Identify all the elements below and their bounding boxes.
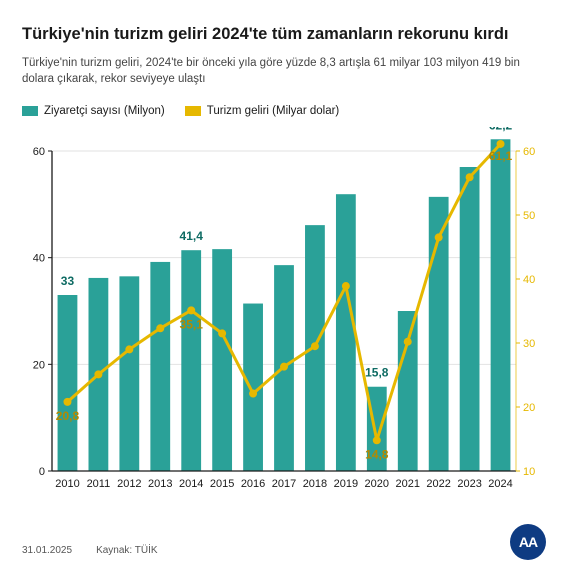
legend-label-visitors: Ziyaretçi sayısı (Milyon) — [44, 105, 165, 117]
svg-text:40: 40 — [33, 252, 45, 264]
bar — [181, 250, 201, 471]
svg-text:2011: 2011 — [87, 478, 111, 490]
bar — [398, 311, 418, 471]
revenue-marker — [218, 329, 226, 337]
svg-text:2016: 2016 — [241, 478, 265, 490]
annotation: 20,8 — [56, 409, 80, 423]
svg-text:2013: 2013 — [148, 478, 172, 490]
svg-text:2012: 2012 — [117, 478, 141, 490]
revenue-marker — [63, 398, 71, 406]
revenue-marker — [342, 282, 350, 290]
revenue-marker — [435, 233, 443, 241]
revenue-marker — [404, 338, 412, 346]
svg-text:2020: 2020 — [365, 478, 389, 490]
footer-source: Kaynak: TÜİK — [96, 545, 158, 556]
legend-item-revenue: Turizm geliri (Milyar dolar) — [185, 105, 339, 117]
chart-svg: 0 20 40 60 10 20 30 40 50 60 2010 2011 2012 2013 2014 2… — [22, 127, 546, 497]
svg-text:60: 60 — [33, 146, 45, 158]
svg-text:60: 60 — [523, 146, 535, 158]
svg-text:2024: 2024 — [488, 478, 512, 490]
revenue-marker — [94, 370, 102, 378]
annotation: 41,4 — [180, 229, 204, 243]
source-badge: AA — [510, 524, 546, 560]
footer: 31.01.2025 Kaynak: TÜİK — [22, 545, 158, 556]
svg-text:2015: 2015 — [210, 478, 234, 490]
svg-text:50: 50 — [523, 210, 535, 222]
svg-text:2022: 2022 — [426, 478, 450, 490]
svg-text:2010: 2010 — [55, 478, 79, 490]
svg-text:30: 30 — [523, 338, 535, 350]
svg-text:10: 10 — [523, 466, 535, 478]
bar — [150, 262, 170, 471]
svg-text:0: 0 — [39, 466, 45, 478]
chart-subtitle: Türkiye'nin turizm geliri, 2024'te bir ö… — [22, 55, 522, 87]
bar — [212, 249, 232, 471]
annotation: 61,1 — [489, 149, 513, 163]
svg-text:40: 40 — [523, 274, 535, 286]
legend-label-revenue: Turizm geliri (Milyar dolar) — [207, 105, 339, 117]
bar — [336, 194, 356, 471]
legend-item-visitors: Ziyaretçi sayısı (Milyon) — [22, 105, 165, 117]
svg-text:2021: 2021 — [395, 478, 419, 490]
revenue-marker — [249, 389, 257, 397]
annotation: 14,8 — [365, 447, 389, 461]
revenue-marker — [187, 306, 195, 314]
revenue-marker — [373, 436, 381, 444]
annotation: 33 — [61, 274, 75, 288]
revenue-marker — [280, 362, 288, 370]
bar — [460, 167, 480, 471]
bar — [58, 295, 78, 471]
revenue-marker — [156, 324, 164, 332]
svg-text:20: 20 — [33, 359, 45, 371]
chart-area: 0 20 40 60 10 20 30 40 50 60 2010 2011 2012 2013 2014 2… — [22, 127, 546, 497]
annotation: 62,2 — [489, 127, 513, 132]
annotation: 35,1 — [180, 317, 204, 331]
svg-text:20: 20 — [523, 402, 535, 414]
chart-title: Türkiye'nin turizm geliri 2024'te tüm za… — [22, 24, 546, 45]
revenue-marker — [311, 342, 319, 350]
revenue-marker — [497, 140, 505, 148]
bar — [491, 139, 511, 471]
footer-date: 31.01.2025 — [22, 545, 72, 556]
svg-text:2014: 2014 — [179, 478, 203, 490]
bar — [119, 276, 139, 471]
annotation: 15,8 — [365, 366, 389, 380]
svg-text:2018: 2018 — [303, 478, 327, 490]
chart-legend: Ziyaretçi sayısı (Milyon) Turizm geliri … — [22, 105, 546, 117]
svg-text:2019: 2019 — [334, 478, 358, 490]
svg-text:2017: 2017 — [272, 478, 296, 490]
legend-swatch-visitors — [22, 106, 38, 116]
revenue-marker — [125, 345, 133, 353]
legend-swatch-revenue — [185, 106, 201, 116]
svg-text:2023: 2023 — [457, 478, 481, 490]
revenue-marker — [466, 173, 474, 181]
